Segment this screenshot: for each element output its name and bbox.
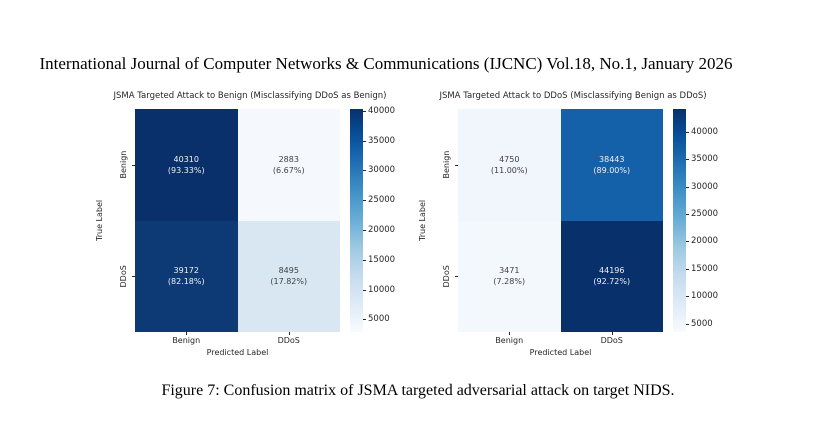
colorbar-tick	[363, 289, 366, 291]
x-axis-tick	[186, 332, 188, 335]
colorbar-tick-label: 35000	[691, 154, 719, 165]
x-tick-label: DDoS	[277, 336, 300, 345]
colorbar-tick	[363, 110, 366, 112]
colorbar	[350, 109, 363, 332]
cell-percent: (92.72%)	[593, 277, 631, 287]
colorbar-tick-label: 20000	[368, 225, 396, 235]
colorbar-tick-label: 40000	[368, 105, 396, 116]
x-axis-label: Predicted Label	[529, 348, 592, 357]
matrix-cell: 39172 (82.18%)	[135, 220, 238, 332]
y-tick-label: Benign	[119, 150, 128, 179]
matrix-cell: 2883 (6.67%)	[237, 109, 340, 221]
matrix-cell: 44196 (92.72%)	[560, 220, 663, 332]
y-tick-label: DDoS	[119, 265, 128, 288]
matrix-cell: 38443 (89.00%)	[560, 109, 663, 221]
colorbar-tick-label: 15000	[691, 263, 719, 274]
chart-title: JSMA Targeted Attack to DDoS (Misclassif…	[439, 91, 707, 101]
colorbar-tick-label: 5000	[368, 314, 390, 325]
colorbar-tick	[363, 259, 366, 261]
colorbar-tick-label: 10000	[691, 291, 719, 302]
colorbar	[673, 109, 686, 332]
confusion-matrix-attack-to-benign: JSMA Targeted Attack to Benign (Misclass…	[85, 90, 415, 378]
colorbar-tick-label: 30000	[368, 165, 396, 176]
x-axis-tick	[611, 332, 613, 335]
colorbar-tick	[363, 170, 366, 172]
colorbar-tick	[686, 296, 689, 298]
matrix-cell: 3471 (7.28%)	[458, 220, 561, 332]
chart-title: JSMA Targeted Attack to Benign (Misclass…	[113, 91, 387, 101]
colorbar-tick	[686, 131, 689, 133]
x-tick-label: Benign	[172, 336, 201, 345]
heatmap-grid: 40310 (93.33%) 2883 (6.67%) 39172 (82.18%) 849…	[135, 109, 340, 332]
x-tick-label: Benign	[495, 336, 524, 345]
colorbar-tick	[363, 319, 366, 321]
colorbar-tick-label: 25000	[368, 195, 396, 206]
x-tick-label: DDoS	[600, 336, 623, 345]
colorbar-tick	[686, 214, 689, 216]
x-axis-tick	[509, 332, 511, 335]
colorbar-tick	[686, 159, 689, 161]
cell-percent: (7.28%)	[493, 277, 526, 287]
colorbar-tick-label: 20000	[691, 236, 719, 247]
cell-count: 38443	[599, 154, 625, 164]
heatmap-grid: 4750 (11.00%) 38443 (89.00%) 3471 (7.28%) 4419…	[458, 109, 663, 332]
cell-count: 3471	[499, 266, 520, 276]
y-axis-tick	[455, 164, 458, 166]
colorbar-tick	[686, 323, 689, 325]
cell-count: 40310	[173, 154, 199, 164]
colorbar-tick-label: 10000	[368, 284, 396, 295]
matrix-cell: 4750 (11.00%)	[458, 109, 561, 221]
figure-caption: Figure 7: Confusion matrix of JSMA targe…	[161, 382, 675, 399]
x-axis-tick	[288, 332, 290, 335]
colorbar-tick	[363, 230, 366, 231]
y-axis-tick	[455, 276, 458, 278]
colorbar-tick	[686, 186, 689, 188]
cell-count: 2883	[278, 154, 299, 164]
y-tick-label: DDoS	[442, 265, 451, 288]
colorbar-tick	[686, 241, 689, 243]
y-axis-tick	[132, 164, 135, 166]
colorbar-tick-label: 25000	[691, 209, 719, 220]
cell-percent: (82.18%)	[167, 277, 205, 287]
colorbar-tick-label: 40000	[691, 126, 719, 137]
colorbar-tick-label: 15000	[368, 254, 396, 265]
colorbar-tick-label: 5000	[691, 318, 713, 329]
cell-percent: (89.00%)	[593, 165, 631, 175]
colorbar-tick-label: 30000	[691, 181, 719, 192]
cell-count: 8495	[278, 266, 299, 276]
colorbar-tick	[363, 200, 366, 202]
cell-percent: (6.67%)	[272, 165, 305, 175]
y-axis-label: True Label	[95, 199, 104, 242]
colorbar-tick	[686, 268, 689, 270]
cell-percent: (11.00%)	[490, 165, 528, 175]
x-axis-label: Predicted Label	[206, 348, 269, 357]
cell-count: 39172	[173, 266, 199, 276]
matrix-cell: 40310 (93.33%)	[135, 109, 238, 221]
cell-percent: (93.33%)	[167, 165, 205, 175]
matrix-cell: 8495 (17.82%)	[237, 220, 340, 332]
colorbar-tick-label: 35000	[368, 135, 396, 146]
confusion-matrix-attack-to-ddos: JSMA Targeted Attack to DDoS (Misclassif…	[408, 90, 738, 378]
cell-count: 4750	[499, 154, 520, 164]
cell-count: 44196	[599, 266, 625, 276]
cell-percent: (17.82%)	[270, 277, 308, 287]
journal-header: International Journal of Computer Networ…	[39, 54, 733, 73]
y-axis-tick	[132, 276, 135, 278]
colorbar-tick	[363, 140, 366, 142]
y-tick-label: Benign	[442, 150, 451, 179]
y-axis-label: True Label	[418, 199, 427, 242]
